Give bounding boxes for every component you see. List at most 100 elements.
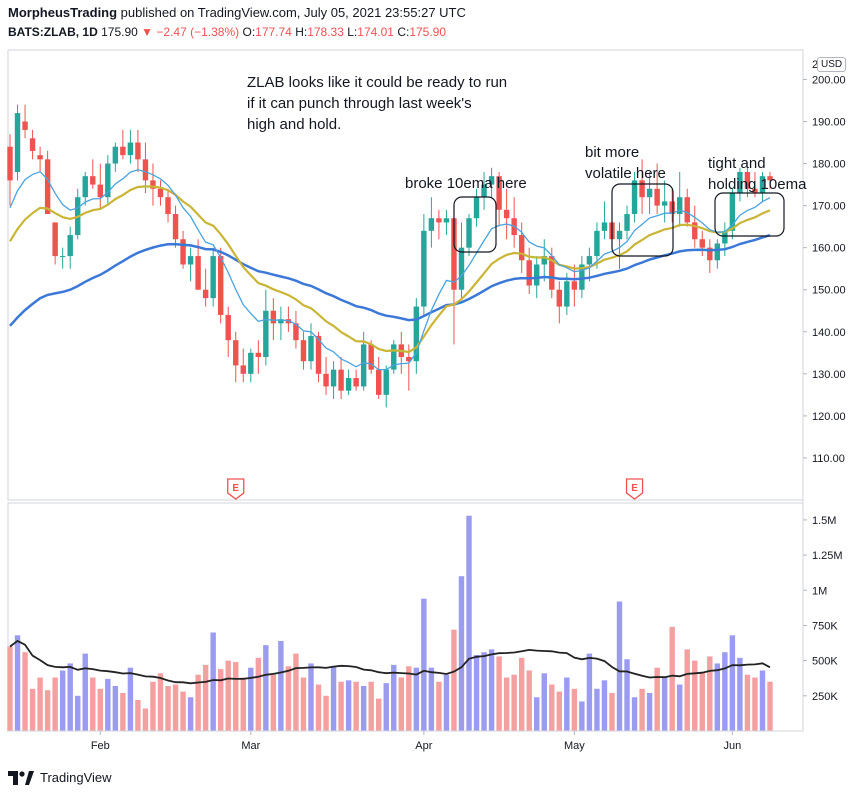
price-tick-label: 180.00 <box>812 159 846 171</box>
volume-bar <box>669 626 675 731</box>
volume-bar <box>210 632 216 731</box>
volume-bar <box>82 653 88 731</box>
candle-body <box>90 176 96 185</box>
earnings-badge <box>625 478 644 500</box>
moving-averages <box>9 169 771 371</box>
candle-body <box>323 373 329 387</box>
candle-body <box>669 201 675 215</box>
volume-bar <box>458 576 465 731</box>
candle-body <box>248 352 254 374</box>
volume-bar <box>225 660 231 731</box>
candle-body <box>391 344 397 370</box>
volume-bar <box>308 663 314 731</box>
candle-body <box>443 218 450 223</box>
earnings-badge <box>227 478 245 500</box>
candle-body <box>428 218 435 231</box>
price-tick-label: 110.00 <box>812 453 845 465</box>
volume-bar <box>315 684 322 731</box>
volume-bar <box>729 635 736 731</box>
candle-body <box>263 310 269 358</box>
volume-bar <box>428 667 435 731</box>
price-tick-label: 140.00 <box>812 327 846 339</box>
volume-bar <box>737 657 743 731</box>
annotation-broke: broke 10ema here <box>405 175 527 192</box>
candle-body <box>646 188 653 198</box>
brand-name[interactable]: TradingView <box>40 770 112 785</box>
volume-bar <box>624 659 630 731</box>
volume-bar <box>187 697 194 731</box>
volume-tick-label: 500K <box>812 656 838 668</box>
volume-bar <box>406 666 412 731</box>
symbol-label[interactable]: BATS:ZLAB, 1D <box>8 25 98 39</box>
annotation-main: ZLAB looks like it could be ready to run… <box>247 74 508 133</box>
candle-body <box>315 335 322 374</box>
candle-body <box>564 281 570 307</box>
candle-body <box>368 344 374 370</box>
candle-body <box>481 184 487 198</box>
volume-bar <box>217 669 224 731</box>
candle-body <box>549 256 555 290</box>
candle-body <box>278 319 284 324</box>
candle-body <box>59 256 66 258</box>
volume-bar <box>120 693 126 731</box>
volume-tick-label: 1.5M <box>812 515 836 527</box>
volume-tick-label: 250K <box>812 691 838 703</box>
candle-body <box>722 230 728 244</box>
volume-bar <box>631 697 638 731</box>
candle-body <box>616 230 623 240</box>
volume-bar <box>172 684 179 731</box>
earnings-marker[interactable]: E <box>227 478 245 500</box>
candle-body <box>526 260 532 286</box>
candle-body <box>488 176 495 185</box>
volume-bar <box>59 670 66 731</box>
candle-body <box>300 340 307 362</box>
volume-bar <box>376 698 382 731</box>
annotation-tight: tight and holding 10ema <box>708 155 807 193</box>
volume-bar <box>481 652 487 731</box>
volume-bar <box>466 515 472 731</box>
close-label: C: <box>397 25 410 39</box>
time-tick-label: Feb <box>91 740 110 752</box>
volume-bar <box>240 677 246 731</box>
volume-bar <box>398 677 404 731</box>
volume-bar <box>579 701 585 731</box>
volume-bar <box>714 663 721 731</box>
price-tick-label: 200.00 <box>812 74 846 86</box>
candle-body <box>255 352 262 358</box>
candle-body <box>44 159 51 215</box>
earnings-marker[interactable]: E <box>625 478 644 500</box>
volume-bar <box>541 673 547 731</box>
candle-body <box>541 256 547 265</box>
candle-body <box>82 176 88 198</box>
annotation-boxes <box>453 183 785 257</box>
candle-body <box>699 239 705 248</box>
candle-body <box>233 340 239 366</box>
volume-bar <box>142 708 149 731</box>
high-label: H: <box>295 25 308 39</box>
volume-bar <box>323 695 329 731</box>
volume-bar <box>338 681 344 731</box>
candle-body <box>29 138 36 151</box>
high-value: 178.33 <box>307 25 344 39</box>
volume-bar <box>511 674 517 731</box>
currency-badge[interactable]: USD <box>817 57 847 72</box>
candle-body <box>579 264 585 290</box>
volume-bar <box>195 674 201 731</box>
candle-body <box>105 163 111 198</box>
candle-body <box>180 239 186 265</box>
volume-bar <box>639 688 645 731</box>
candle-body <box>601 222 608 231</box>
tradingview-logo-icon[interactable] <box>8 770 34 785</box>
volume-bar <box>767 681 773 731</box>
volume-bar <box>330 666 337 731</box>
candle-body <box>383 369 389 395</box>
volume-bar <box>37 677 43 731</box>
candle-body <box>135 142 141 160</box>
candle-body <box>7 146 13 181</box>
annotation-volatile: bit more volatile here <box>585 144 666 182</box>
candle-body <box>37 155 43 160</box>
time-tick-label: Mar <box>241 740 260 752</box>
author-name[interactable]: MorpheusTrading <box>8 5 118 20</box>
